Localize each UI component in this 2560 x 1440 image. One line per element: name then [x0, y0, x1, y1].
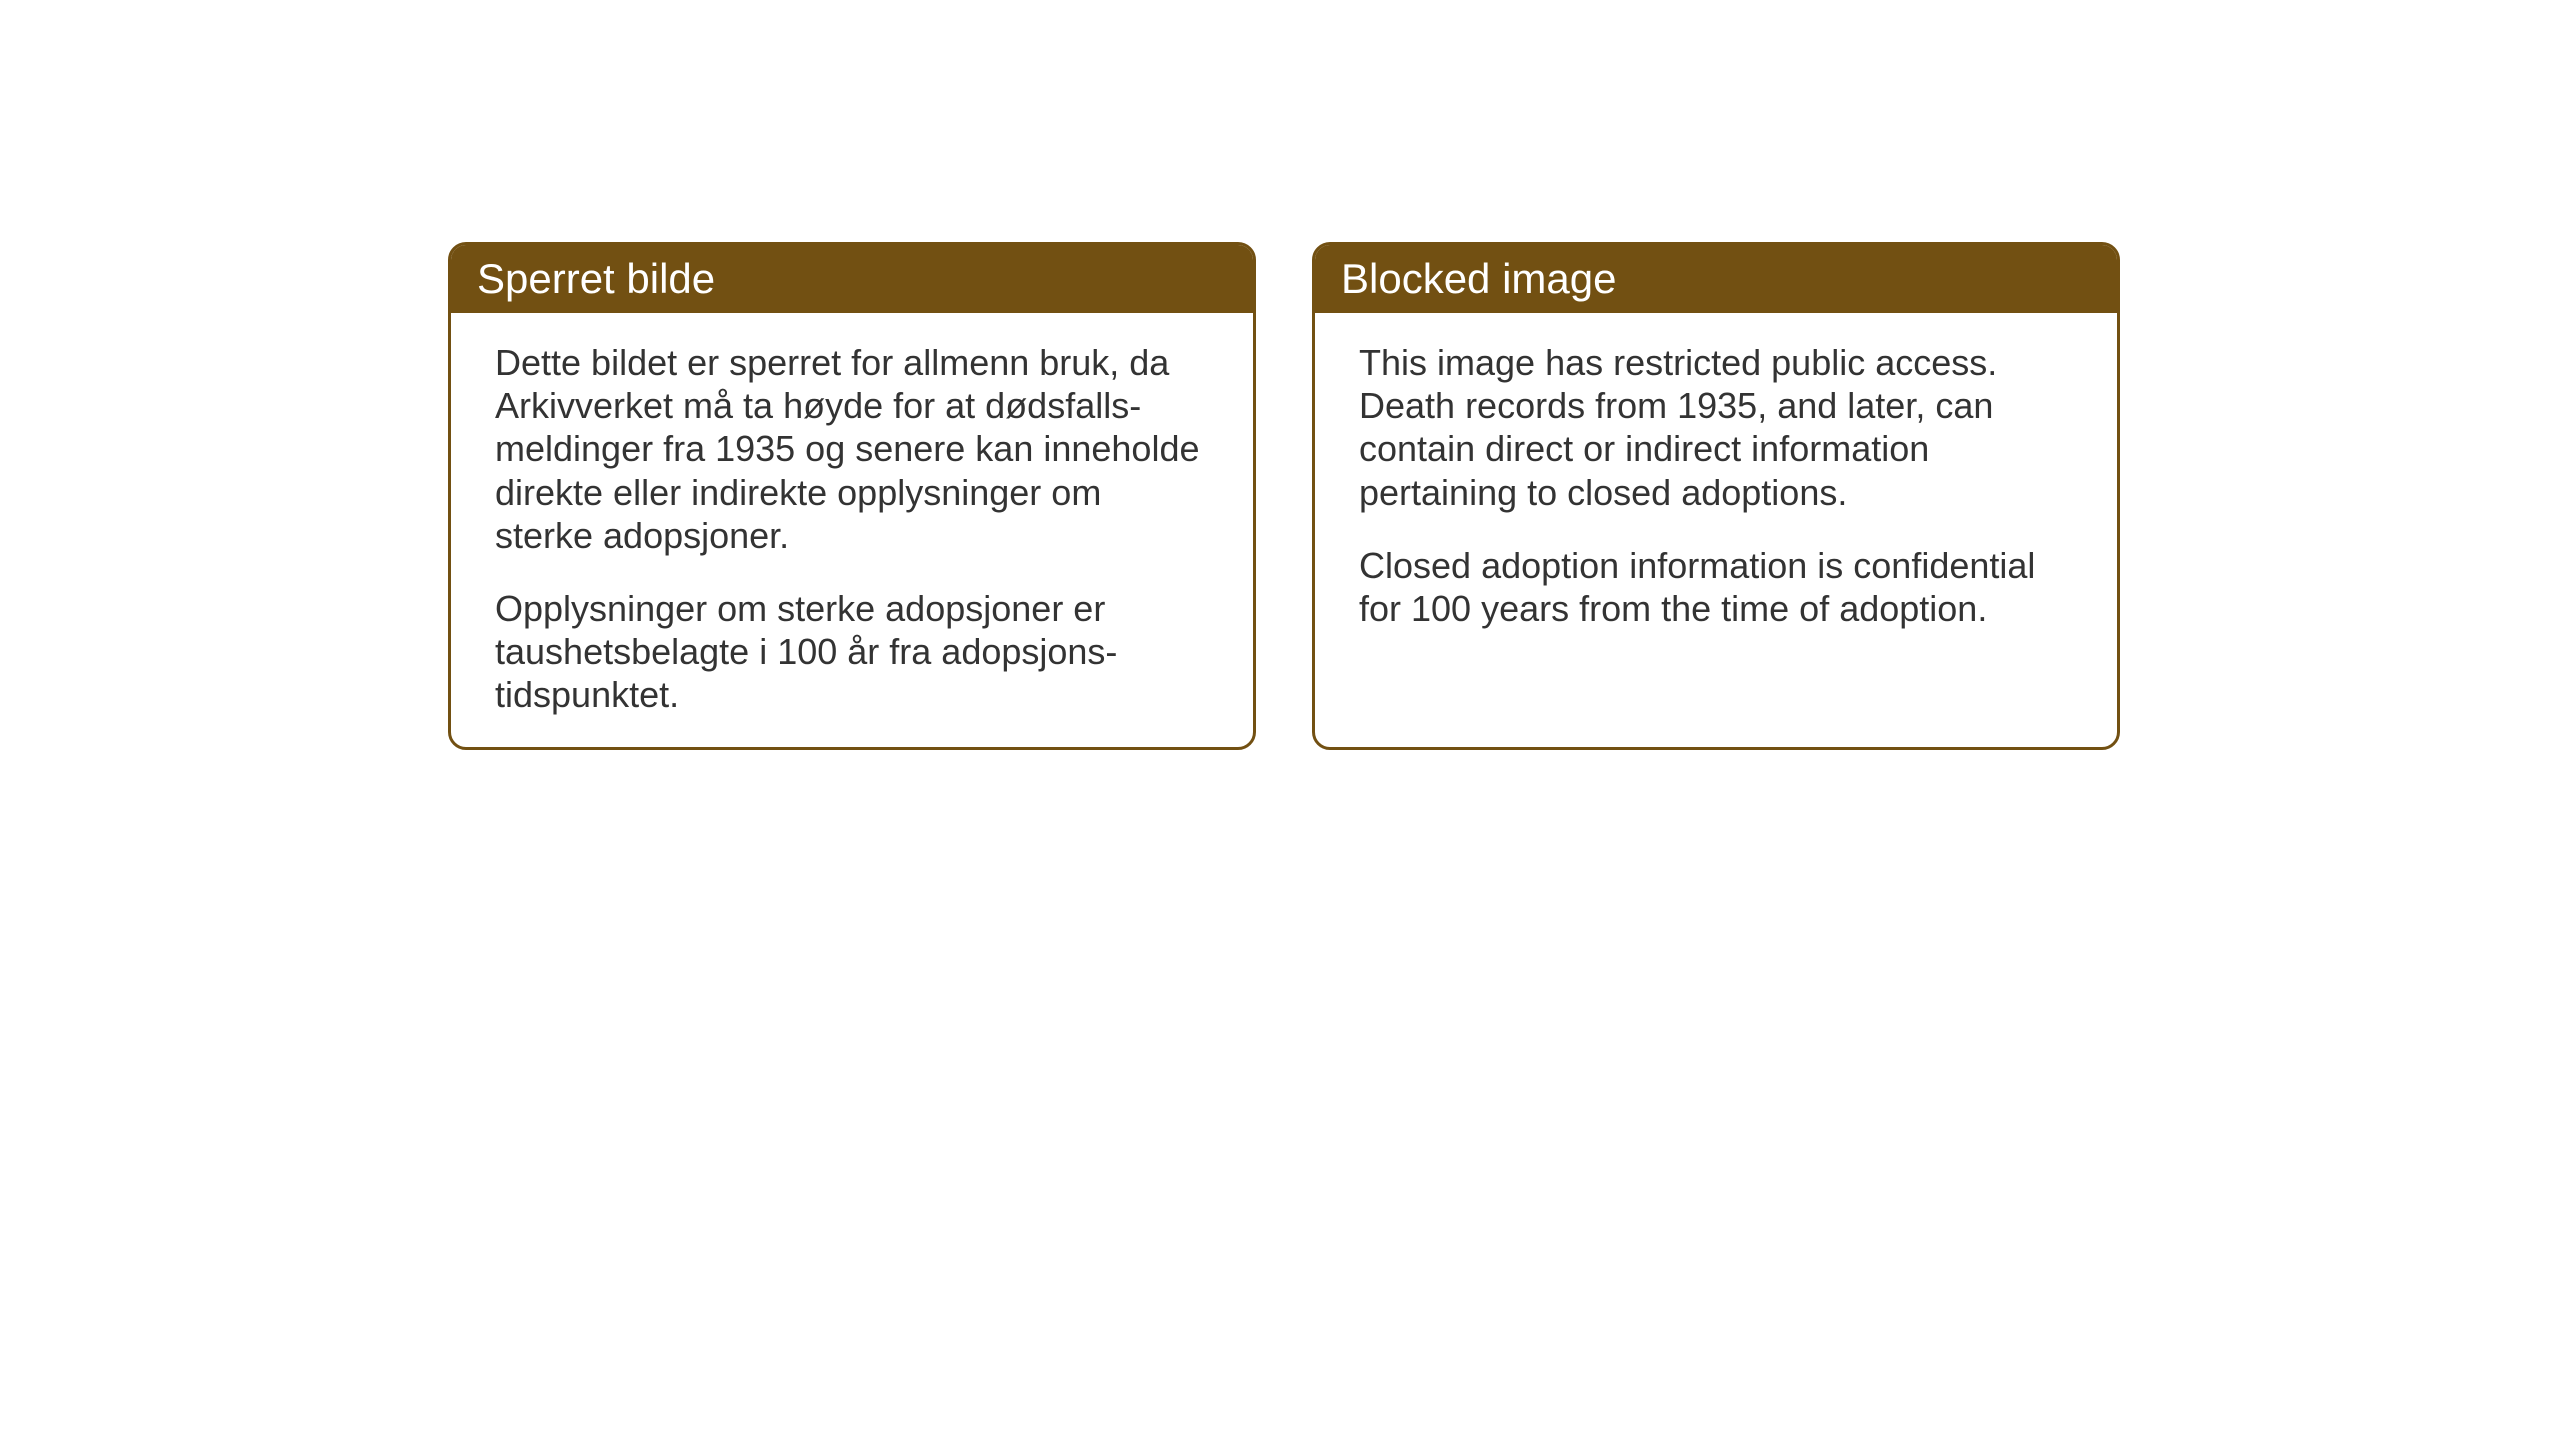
card-paragraph-norwegian-1: Dette bildet er sperret for allmenn bruk… [495, 341, 1209, 557]
card-header-norwegian: Sperret bilde [451, 245, 1253, 313]
card-title-english: Blocked image [1341, 255, 1616, 302]
card-paragraph-english-2: Closed adoption information is confident… [1359, 544, 2073, 630]
notice-card-norwegian: Sperret bilde Dette bildet er sperret fo… [448, 242, 1256, 750]
card-body-english: This image has restricted public access.… [1315, 313, 2117, 658]
card-body-norwegian: Dette bildet er sperret for allmenn bruk… [451, 313, 1253, 745]
card-paragraph-english-1: This image has restricted public access.… [1359, 341, 2073, 514]
notice-container: Sperret bilde Dette bildet er sperret fo… [448, 242, 2120, 750]
card-title-norwegian: Sperret bilde [477, 255, 715, 302]
notice-card-english: Blocked image This image has restricted … [1312, 242, 2120, 750]
card-paragraph-norwegian-2: Opplysninger om sterke adopsjoner er tau… [495, 587, 1209, 717]
card-header-english: Blocked image [1315, 245, 2117, 313]
